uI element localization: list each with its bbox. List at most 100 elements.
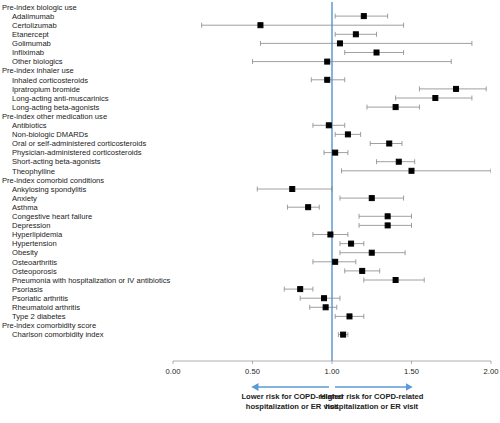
point-estimate — [396, 159, 401, 164]
confidence-interval — [313, 123, 345, 128]
category-label: Osteoarthritis — [12, 258, 57, 267]
point-estimate — [369, 250, 374, 255]
confidence-interval — [202, 23, 404, 28]
x-tick — [411, 361, 412, 364]
ci-line — [377, 161, 415, 162]
marks — [202, 2, 491, 361]
ci-line — [260, 43, 471, 44]
confidence-interval — [340, 241, 364, 246]
confidence-interval — [419, 86, 486, 91]
ci-cap-high — [424, 278, 425, 283]
ci-cap-high — [411, 223, 412, 228]
ci-cap-low — [257, 187, 258, 192]
x-tick-label: 0.50 — [245, 367, 260, 376]
confidence-interval — [300, 296, 340, 301]
point-estimate — [361, 14, 366, 19]
x-tick — [252, 361, 253, 364]
category-label: Obesity — [12, 248, 38, 257]
category-label: Antibiotics — [12, 121, 47, 130]
category-label: Pneumonia with hospitalization or IV ant… — [12, 276, 170, 285]
ci-cap-low — [287, 205, 288, 210]
ci-cap-high — [355, 259, 356, 264]
point-estimate — [374, 50, 379, 55]
point-estimate — [393, 278, 398, 283]
ci-cap-low — [363, 278, 364, 283]
category-label: Ankylosing spondylitis — [12, 185, 86, 194]
category-label: Hypertension — [12, 239, 57, 248]
ci-cap-high — [363, 241, 364, 246]
group-title: Pre-index comorbidity score — [2, 321, 96, 330]
ci-cap-high — [471, 96, 472, 101]
annotation-text: Higher risk for COPD-related — [320, 392, 424, 401]
category-label: Psoriasis — [12, 285, 43, 294]
ci-cap-high — [379, 268, 380, 273]
category-label: Psoriatic arthritis — [12, 294, 68, 303]
ci-cap-low — [335, 314, 336, 319]
ci-cap-high — [312, 287, 313, 292]
ci-line — [287, 207, 319, 208]
ci-cap-low — [376, 159, 377, 164]
ci-cap-low — [370, 141, 371, 146]
point-estimate — [323, 305, 328, 310]
point-estimate — [454, 86, 459, 91]
ci-cap-high — [347, 332, 348, 337]
ci-cap-high — [360, 132, 361, 137]
ci-cap-low — [252, 59, 253, 64]
point-estimate — [385, 214, 390, 219]
point-estimate — [349, 241, 354, 246]
point-estimate — [369, 196, 374, 201]
confidence-interval — [287, 205, 319, 210]
ci-cap-high — [403, 23, 404, 28]
point-estimate — [385, 223, 390, 228]
confidence-interval — [260, 41, 471, 46]
ci-cap-low — [335, 32, 336, 37]
annotation-text: hospitalization or ER visit — [325, 402, 418, 411]
annotations: Lower risk for COPD-relatedhospitalizati… — [241, 387, 423, 411]
point-estimate — [298, 287, 303, 292]
point-estimate — [325, 59, 330, 64]
ci-cap-high — [401, 141, 402, 146]
confidence-interval — [342, 168, 491, 173]
ci-cap-low — [312, 232, 313, 237]
confidence-interval — [313, 259, 356, 264]
ci-cap-high — [491, 168, 492, 173]
confidence-interval — [324, 150, 348, 155]
ci-cap-low — [341, 168, 342, 173]
ci-cap-high — [363, 314, 364, 319]
ci-cap-low — [312, 123, 313, 128]
ci-cap-high — [347, 232, 348, 237]
chart: Pre-index biologic useAdalimumabCertoliz… — [0, 0, 500, 423]
point-estimate — [345, 132, 350, 137]
category-label: Other biologics — [12, 57, 63, 66]
ci-cap-low — [324, 150, 325, 155]
category-label: Adalimumab — [12, 12, 54, 21]
confidence-interval — [345, 50, 404, 55]
point-estimate — [433, 96, 438, 101]
point-estimate — [306, 205, 311, 210]
category-label: Oral or self-administered corticosteroid… — [12, 139, 146, 148]
ci-line — [300, 298, 340, 299]
confidence-interval — [367, 105, 419, 110]
ci-cap-low — [366, 105, 367, 110]
x-axis: 0.000.501.001.502.00 — [166, 361, 499, 376]
ci-cap-low — [344, 268, 345, 273]
ci-cap-high — [376, 32, 377, 37]
ci-cap-high — [339, 296, 340, 301]
category-label: Hyperlipidemia — [12, 230, 63, 239]
x-tick-label: 0.00 — [166, 367, 181, 376]
confidence-interval — [359, 223, 411, 228]
confidence-interval — [335, 314, 364, 319]
point-estimate — [337, 41, 342, 46]
ci-cap-high — [471, 41, 472, 46]
group-title: Pre-index other medication use — [2, 112, 107, 121]
ci-cap-low — [335, 132, 336, 137]
confidence-interval — [340, 196, 404, 201]
ci-line — [253, 61, 452, 62]
category-label: Rheumatoid arthritis — [12, 303, 80, 312]
confidence-interval — [340, 250, 405, 255]
row-labels: Pre-index biologic useAdalimumabCertoliz… — [2, 3, 170, 340]
category-label: Short-acting beta-agonists — [12, 157, 101, 166]
ci-cap-low — [284, 287, 285, 292]
category-label: Golimumab — [12, 39, 51, 48]
ci-cap-low — [260, 41, 261, 46]
